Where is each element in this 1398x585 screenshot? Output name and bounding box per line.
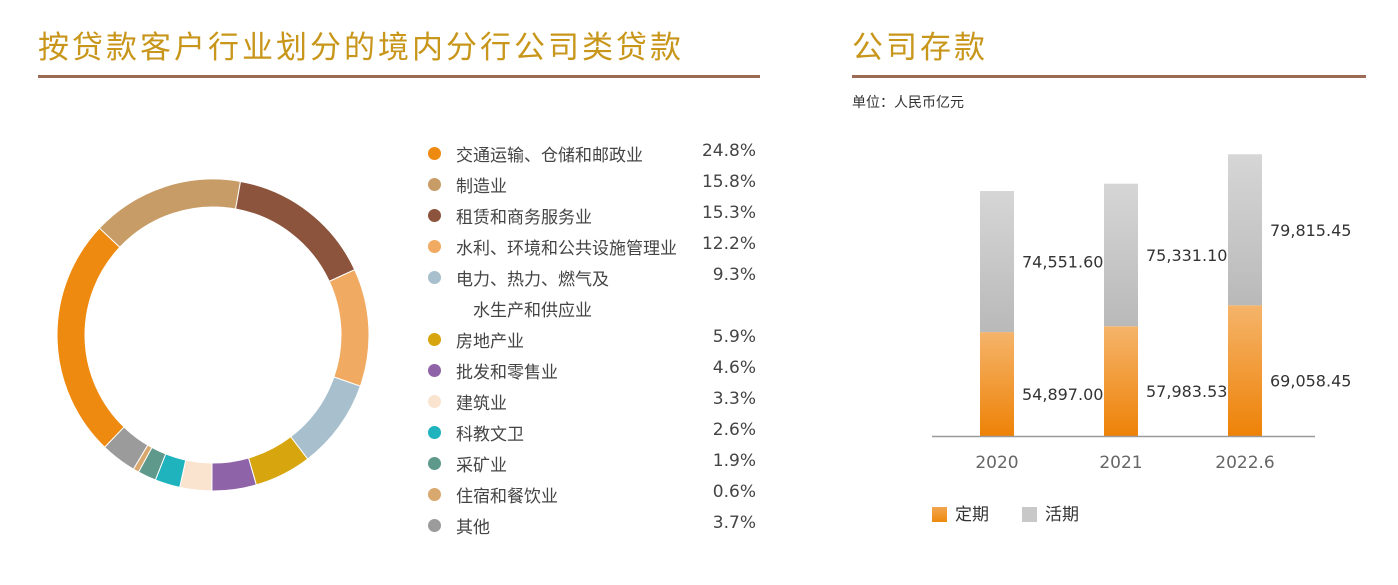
legend-dot-icon xyxy=(428,147,441,160)
bar-segment-fixed xyxy=(980,332,1014,436)
bar-segment-fixed xyxy=(1104,326,1138,436)
x-tick-label: 2021 xyxy=(1099,453,1142,473)
legend-label: 批发和零售业 xyxy=(456,363,558,383)
legend-label: 水利、环境和公共设施管理业 xyxy=(456,239,677,259)
legend-percent: 9.3% xyxy=(712,265,756,285)
legend-label: 交通运输、仓储和邮政业 xyxy=(456,146,643,166)
bar-segment-demand xyxy=(1228,154,1262,306)
bar-segment-demand xyxy=(980,191,1014,333)
legend-label: 租赁和商务服务业 xyxy=(456,208,592,228)
legend-label-line2: 水生产和供应业 xyxy=(473,301,592,321)
legend-item: 租赁和商务服务业 15.3% xyxy=(418,200,768,231)
deposit-title-rule xyxy=(852,75,1366,78)
legend-label: 采矿业 xyxy=(456,456,507,476)
legend-percent: 15.3% xyxy=(701,203,756,223)
donut-slice xyxy=(211,457,257,492)
legend-percent: 0.6% xyxy=(712,482,756,502)
legend-item: 制造业 15.8% xyxy=(418,169,768,200)
legend-dot-icon xyxy=(428,426,441,439)
legend-dot-icon xyxy=(428,519,441,532)
legend-item: 水利、环境和公共设施管理业 12.2% xyxy=(418,231,768,262)
legend-percent: 24.8% xyxy=(701,141,756,161)
demand-swatch xyxy=(1022,507,1037,522)
bar-value-label-demand: 74,551.60 xyxy=(1022,253,1103,272)
legend-dot-icon xyxy=(428,395,441,408)
legend-percent: 1.9% xyxy=(712,451,756,471)
donut-slice xyxy=(103,426,149,470)
legend-dot-icon xyxy=(428,271,441,284)
legend-percent: 12.2% xyxy=(701,234,756,254)
legend-label: 制造业 xyxy=(456,177,507,197)
donut-slice xyxy=(234,180,356,283)
bar-value-label-demand: 79,815.45 xyxy=(1270,221,1351,240)
donut-slice xyxy=(56,227,125,448)
legend-dot-icon xyxy=(428,178,441,191)
fixed-legend-label: 定期 xyxy=(955,505,989,525)
legend-percent: 15.8% xyxy=(701,172,756,192)
legend-item: 科教文卫 2.6% xyxy=(418,417,768,448)
donut-slice xyxy=(289,376,361,460)
legend-percent: 4.6% xyxy=(712,358,756,378)
fixed-swatch xyxy=(932,507,947,522)
donut-slice xyxy=(328,269,370,387)
donut-slice xyxy=(98,178,242,248)
legend-item: 批发和零售业 4.6% xyxy=(418,355,768,386)
legend-dot-icon xyxy=(428,488,441,501)
deposit-chart-title: 公司存款 xyxy=(852,30,988,66)
deposit-legend-demand: 活期 xyxy=(1022,500,1079,525)
unit-label: 单位：人民币亿元 xyxy=(852,95,964,111)
legend-percent: 3.7% xyxy=(712,513,756,533)
x-tick-label: 2020 xyxy=(975,453,1018,473)
bar-value-label-demand: 75,331.10 xyxy=(1146,246,1227,265)
legend-item: 交通运输、仓储和邮政业 24.8% xyxy=(418,138,768,169)
legend-percent: 3.3% xyxy=(712,389,756,409)
legend-label: 电力、热力、燃气及 xyxy=(456,270,609,290)
legend-dot-icon xyxy=(428,333,441,346)
legend-percent: 5.9% xyxy=(712,327,756,347)
deposit-legend-fixed: 定期 xyxy=(932,500,989,525)
legend-dot-icon xyxy=(428,240,441,253)
loan-donut-chart xyxy=(56,178,370,492)
legend-item: 电力、热力、燃气及 9.3% xyxy=(418,262,768,293)
loan-title-rule xyxy=(38,75,760,78)
legend-label: 其他 xyxy=(456,518,490,538)
legend-label: 住宿和餐饮业 xyxy=(456,487,558,507)
bar-value-label-fixed: 69,058.45 xyxy=(1270,372,1351,391)
bar-segment-demand xyxy=(1104,183,1138,327)
loan-chart-title: 按贷款客户行业划分的境内分行公司类贷款 xyxy=(38,30,684,66)
legend-label: 建筑业 xyxy=(456,394,507,414)
legend-label: 科教文卫 xyxy=(456,425,524,445)
legend-label: 房地产业 xyxy=(456,332,524,352)
legend-item-continued: 水生产和供应业 xyxy=(418,293,768,324)
legend-dot-icon xyxy=(428,364,441,377)
legend-dot-icon xyxy=(428,209,441,222)
legend-item: 采矿业 1.9% xyxy=(418,448,768,479)
deposit-bar-chart: 54,897.00 74,551.60 2020 57,983.53 75,331.10… xyxy=(932,154,1351,473)
legend-item: 房地产业 5.9% xyxy=(418,324,768,355)
bar-value-label-fixed: 57,983.53 xyxy=(1146,382,1227,401)
legend-item: 住宿和餐饮业 0.6% xyxy=(418,479,768,510)
demand-legend-label: 活期 xyxy=(1045,505,1079,525)
bar-value-label-fixed: 54,897.00 xyxy=(1022,385,1103,404)
legend-dot-icon xyxy=(428,457,441,470)
x-tick-label: 2022.6 xyxy=(1215,453,1274,473)
loan-legend: 交通运输、仓储和邮政业 24.8% 制造业 15.8% 租赁和商务服务业 15.3% 水利、… xyxy=(418,138,768,541)
legend-item: 建筑业 3.3% xyxy=(418,386,768,417)
legend-item: 其他 3.7% xyxy=(418,510,768,541)
legend-percent: 2.6% xyxy=(712,420,756,440)
bar-segment-fixed xyxy=(1228,305,1262,436)
